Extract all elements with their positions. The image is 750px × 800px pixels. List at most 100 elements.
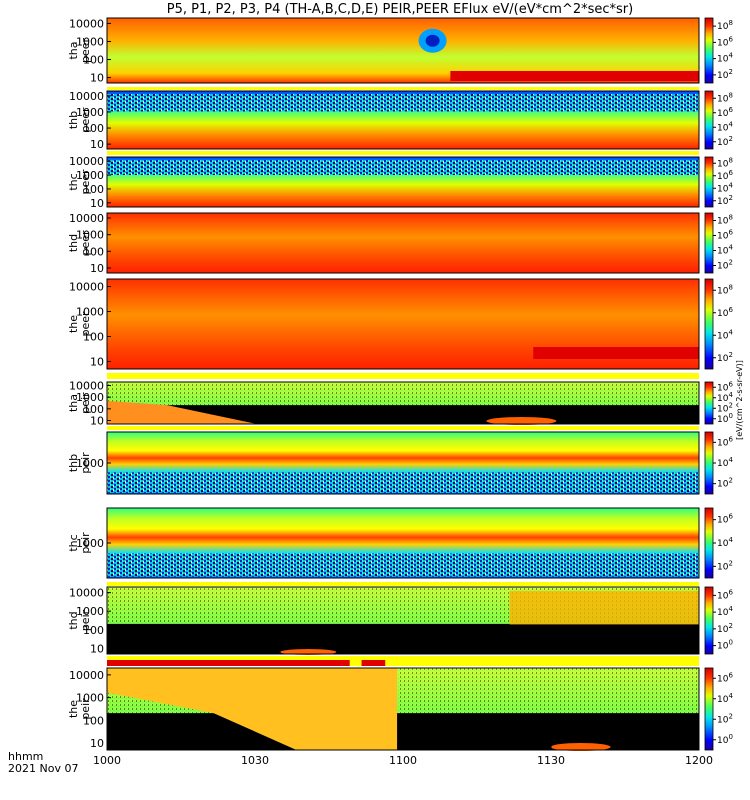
panel-ylabel: thbpeer	[67, 107, 92, 133]
colorbar-tick-label: 102	[717, 68, 733, 81]
y-tick-label: 10	[90, 72, 104, 85]
colorbar-tick-label: 106	[717, 106, 733, 119]
panel-frame	[106, 278, 700, 370]
flux-feature	[107, 400, 257, 424]
x-label-date: 2021 Nov 07	[8, 762, 78, 775]
y-tick-label: 10	[90, 642, 104, 655]
flux-feature	[107, 668, 398, 750]
colorbar-tick-label: 104	[717, 391, 733, 404]
panel-ylabel: thbpeir	[67, 452, 92, 474]
colorbar-tick-label: 104	[717, 536, 733, 549]
colorbar-unit: [eV/(cm^2-s-sr-eV)]	[735, 360, 744, 440]
colorbar-tick-label: 108	[717, 19, 733, 32]
y-tick-label: 10	[90, 737, 104, 750]
colorbar-tick-label: 104	[717, 120, 733, 133]
flag-bar	[107, 582, 699, 586]
colorbar-tick-label: 102	[717, 622, 733, 635]
no-data-region	[107, 713, 699, 750]
colorbar	[704, 17, 714, 84]
colorbar-tick-label: 106	[717, 513, 733, 526]
chart-title: P5, P1, P2, P3, P4 (TH-A,B,C,D,E) PEIR,P…	[167, 2, 633, 17]
colorbar-tick-label: 106	[717, 588, 733, 601]
colorbar	[704, 507, 714, 579]
colorbar-tick-label: 104	[717, 605, 733, 618]
y-tick-label: 10000	[69, 669, 104, 682]
colorbar-tick-label: 104	[717, 244, 733, 257]
y-tick-label: 1000	[76, 537, 104, 550]
x-tick-label: 1000	[93, 754, 121, 767]
y-tick-label: 10000	[69, 587, 104, 600]
y-tick-label: 10000	[69, 155, 104, 168]
panel-frame	[106, 17, 700, 84]
flag-bar	[107, 373, 699, 379]
colorbar-tick-label: 106	[717, 435, 733, 448]
flux-band	[533, 347, 699, 359]
flag-bar	[107, 660, 699, 666]
panel-frame	[106, 586, 700, 655]
y-tick-label: 100	[83, 122, 104, 135]
colorbar-tick-label: 106	[717, 169, 733, 182]
colorbar-tick-label: 102	[717, 259, 733, 272]
colorbar-tick-label: 102	[717, 401, 733, 414]
y-tick-label: 100	[83, 183, 104, 196]
colorbar-tick-label: 104	[717, 181, 733, 194]
panel-frame	[106, 212, 700, 274]
flag-bar	[107, 151, 699, 155]
panel-thd-peir: thdpeir 10 100 1000 10000 100 102 104 106	[67, 586, 733, 662]
y-tick-label: 1000	[76, 692, 104, 705]
colorbar	[704, 156, 714, 208]
colorbar-tick-label: 102	[717, 477, 733, 490]
y-tick-label: 1000	[76, 35, 104, 48]
panel-ylabel: thepeer	[67, 311, 92, 337]
spectrogram	[107, 213, 699, 273]
noise-band	[107, 472, 699, 493]
speckle	[107, 382, 699, 406]
y-tick-label: 10000	[69, 17, 104, 30]
panel-tha-peer: thapeer 10 100 1000 10000 102 104 106 108	[67, 17, 733, 84]
y-tick-label: 10	[90, 355, 104, 368]
colorbar	[704, 667, 714, 751]
panel-frame	[106, 90, 700, 150]
colorbar-tick-label: 106	[717, 380, 733, 393]
y-tick-label: 1000	[76, 605, 104, 618]
colorbar	[704, 212, 714, 274]
colorbar-tick-label: 106	[717, 306, 733, 319]
colorbar-tick-label: 102	[717, 559, 733, 572]
x-tick-label: 1130	[537, 754, 565, 767]
flag-bar	[107, 656, 699, 662]
x-label-units: hhmm	[8, 750, 43, 763]
colorbar	[704, 431, 714, 495]
panel-frame	[106, 156, 700, 208]
y-tick-label: 10	[90, 138, 104, 151]
no-data-region	[107, 623, 699, 654]
flag-bar-red	[107, 660, 350, 666]
y-tick-label: 1000	[76, 306, 104, 319]
y-tick-label: 1000	[76, 391, 104, 404]
panel-ylabel: thdpeir	[67, 609, 92, 631]
y-tick-label: 1000	[76, 169, 104, 182]
colorbar-tick-label: 104	[717, 692, 733, 705]
colorbar-tick-label: 106	[717, 671, 733, 684]
colorbar-tick-label: 102	[717, 135, 733, 148]
y-tick-label: 100	[83, 714, 104, 727]
y-tick-label: 10	[90, 262, 104, 275]
colorbar-tick-label: 108	[717, 156, 733, 169]
colorbar	[704, 278, 714, 370]
x-tick-label: 1100	[389, 754, 417, 767]
panel-ylabel: thapeir	[67, 392, 92, 414]
y-tick-label: 100	[83, 624, 104, 637]
flux-feature	[509, 591, 699, 625]
colorbar-tick-label: 104	[717, 456, 733, 469]
y-tick-label: 100	[83, 330, 104, 343]
y-tick-label: 1000	[76, 229, 104, 242]
colorbar-tick-label: 108	[717, 214, 733, 227]
colorbar-tick-label: 100	[717, 639, 733, 652]
y-tick-label: 100	[83, 54, 104, 67]
flux-feature-core	[425, 34, 440, 47]
y-tick-label: 10000	[69, 281, 104, 294]
